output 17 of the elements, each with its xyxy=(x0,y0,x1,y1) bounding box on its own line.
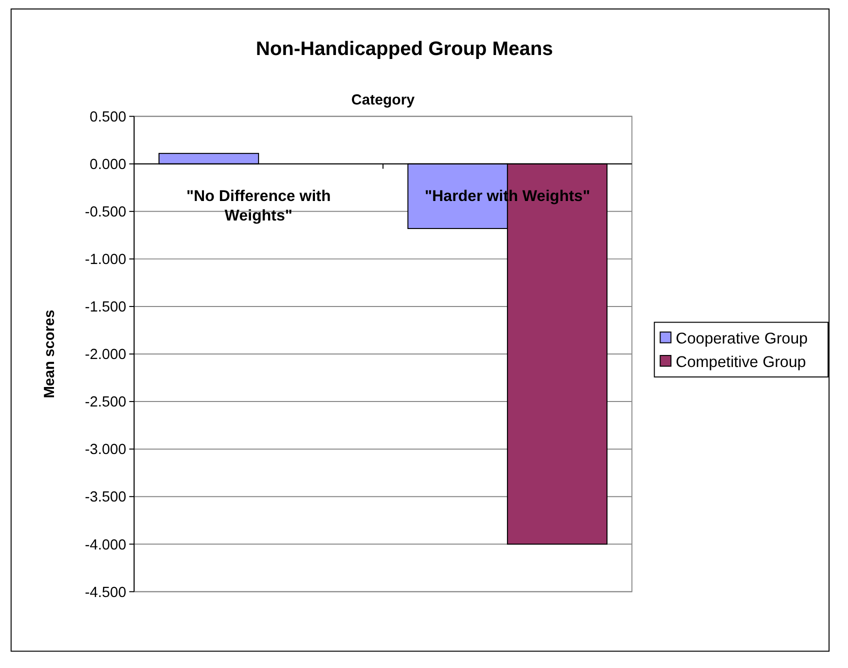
y-tick-label: -2.500 xyxy=(84,394,126,411)
x-axis-title: Category xyxy=(351,92,416,109)
legend-label: Cooperative Group xyxy=(676,330,808,348)
y-tick-label: 0.000 xyxy=(90,157,126,173)
chart-title: Non-Handicapped Group Means xyxy=(256,38,554,60)
y-tick-label: -2.000 xyxy=(84,347,126,364)
y-tick-label: -4.000 xyxy=(84,537,126,554)
y-axis-title: Mean scores xyxy=(42,310,58,398)
y-tick-label: -1.000 xyxy=(84,252,126,268)
y-tick-label: -3.000 xyxy=(84,442,126,458)
y-tick-label: -1.500 xyxy=(84,300,126,316)
y-tick-label: -0.500 xyxy=(84,204,126,221)
legend-label: Competitive Group xyxy=(676,354,806,371)
y-tick-label: -3.500 xyxy=(84,490,126,506)
y-tick-label: 0.500 xyxy=(90,109,126,126)
x-tick-label: "No Difference with Weights" xyxy=(186,188,331,224)
y-tick-label: -4.500 xyxy=(84,584,126,601)
